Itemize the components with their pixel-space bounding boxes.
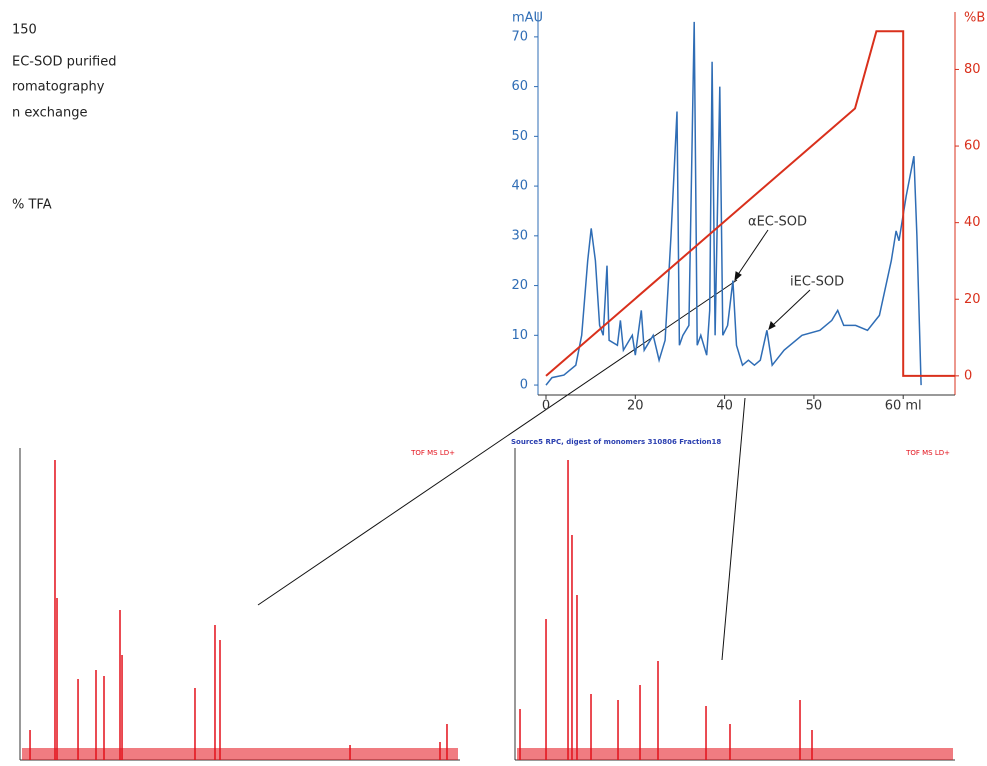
x-tick-label: 40 — [716, 399, 733, 414]
annotation: iEC-SOD — [790, 275, 844, 290]
side-text: romatography — [12, 80, 105, 95]
annotation: αEC-SOD — [748, 215, 807, 230]
y-tick-label: 20 — [511, 278, 528, 293]
x-tick-label: 50 — [806, 399, 823, 414]
x-tick-label: 60 ml — [885, 399, 922, 414]
y-tick-label: 70 — [511, 29, 528, 44]
y-tick-label: 30 — [511, 228, 528, 243]
connectors — [257, 229, 811, 661]
y2-axis-title: %B — [964, 11, 985, 26]
y-tick-label: 50 — [511, 129, 528, 144]
y2-tick-label: 60 — [964, 139, 981, 154]
noise-band — [517, 748, 953, 760]
x-tick-label: 0 — [542, 399, 550, 414]
y2-tick-label: 80 — [964, 62, 981, 77]
noise-band — [22, 748, 458, 760]
y2-tick-label: 0 — [964, 368, 972, 383]
series-line — [545, 30, 955, 377]
side-text: n exchange — [12, 106, 87, 121]
x-tick-label: 20 — [627, 399, 644, 414]
side-text: 150 — [12, 23, 37, 38]
y-tick-label: 0 — [520, 378, 528, 393]
y-tick-label: 40 — [511, 179, 528, 194]
y2-tick-label: 20 — [964, 292, 981, 307]
side-text: EC-SOD purified — [12, 55, 117, 70]
y-axis-title: mAU — [512, 11, 543, 26]
series-line — [545, 21, 922, 386]
spectrum-frames — [19, 448, 955, 761]
side-text: % TFA — [12, 198, 52, 213]
y-tick-label: 60 — [511, 79, 528, 94]
corner-label: TOF MS LD+ — [905, 449, 950, 457]
corner-label: TOF MS LD+ — [410, 449, 455, 457]
y-tick-label: 10 — [511, 328, 528, 343]
y2-tick-label: 40 — [964, 215, 981, 230]
spectrum-title: Source5 RPC, digest of monomers 310806 F… — [511, 438, 721, 446]
